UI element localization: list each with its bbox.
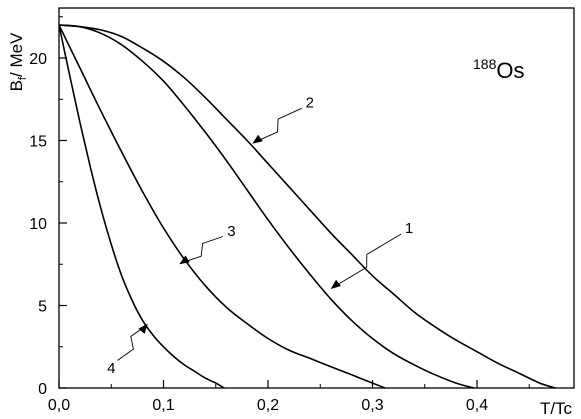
callout-leader-2 (253, 107, 302, 144)
callout-leader-1 (332, 233, 402, 289)
y-tick-label: 10 (29, 216, 47, 233)
x-axis-ticks: 0,0 0,1 0,2 0,3 0,4 (48, 380, 530, 414)
curve-callouts: 1 2 3 4 (107, 95, 413, 378)
y-axis-ticks: 0 5 10 15 20 (29, 16, 67, 398)
nucleus-annotation: 188Os (473, 56, 524, 83)
nucleus-element: Os (496, 58, 524, 83)
curve-2 (58, 24, 556, 389)
x-tick-label: 0,2 (257, 397, 279, 414)
y-axis-label-rest: / MeV (7, 32, 26, 77)
y-tick-label: 0 (38, 381, 47, 398)
callout-leader-3 (180, 236, 224, 264)
callout-label-4: 4 (107, 360, 115, 377)
y-tick-label: 15 (29, 134, 47, 151)
callout-arrowhead-2 (252, 134, 263, 144)
y-tick-label: 20 (29, 51, 47, 68)
callout-arrowhead-1 (330, 279, 341, 289)
y-axis-label: Bf/ MeV (7, 32, 29, 91)
nucleus-mass-number: 188 (473, 56, 497, 72)
curve-1 (58, 24, 475, 389)
y-axis-label-main: B (7, 80, 26, 91)
x-axis-label: T/Tc (540, 399, 573, 418)
callout-arrowhead-3 (179, 255, 190, 265)
x-tick-label: 0,4 (466, 397, 488, 414)
curve-4 (58, 24, 225, 389)
y-axis-label-sub: f (17, 76, 29, 80)
x-tick-label: 0,1 (152, 397, 174, 414)
x-tick-label: 0,0 (48, 397, 70, 414)
callout-label-2: 2 (306, 95, 314, 112)
callout-label-3: 3 (227, 223, 235, 240)
callout-label-1: 1 (405, 220, 413, 237)
plot-frame (58, 7, 575, 389)
callout-leader-4 (117, 324, 147, 361)
y-tick-label: 5 (38, 299, 47, 316)
curves (58, 24, 556, 389)
x-tick-label: 0,3 (361, 397, 383, 414)
curve-3 (58, 24, 386, 389)
callout-arrowhead-4 (138, 323, 148, 334)
